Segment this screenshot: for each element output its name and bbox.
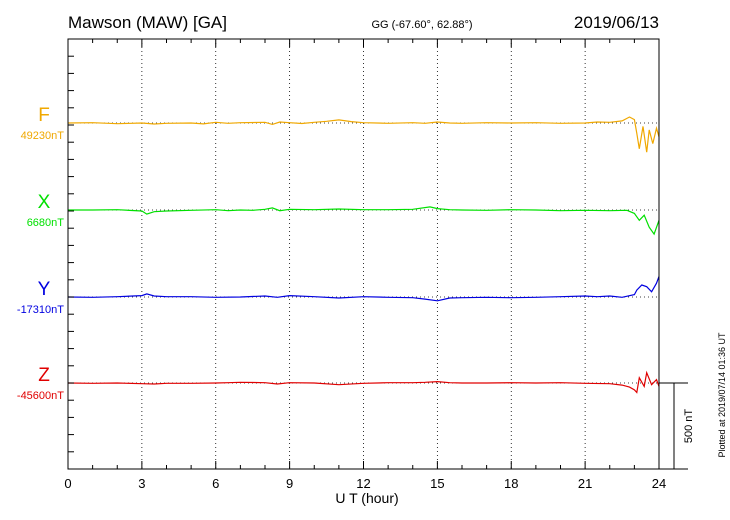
series-traces — [67, 116, 660, 394]
series-name-Y: Y — [38, 279, 51, 300]
series-name-Z: Z — [38, 365, 50, 386]
trace-F — [67, 116, 660, 153]
series-name-F: F — [38, 105, 50, 126]
trace-X — [68, 206, 660, 236]
date-label: 2019/06/13 — [574, 13, 659, 32]
scale-bar: 500 nT — [659, 382, 695, 470]
x-tick-label-15: 15 — [430, 476, 444, 491]
x-tick-label-21: 21 — [578, 476, 592, 491]
scale-bar-label: 500 nT — [683, 409, 695, 444]
x-tick-label-6: 6 — [212, 476, 219, 491]
series-baseline-F: 49230nT — [21, 130, 65, 142]
x-tick-label-24: 24 — [652, 476, 666, 491]
trace-Z — [67, 370, 660, 394]
grid-lines — [68, 39, 659, 469]
x-tick-label-0: 0 — [64, 476, 71, 491]
x-axis-label: U T (hour) — [335, 490, 398, 506]
series-baseline-Y: -17310nT — [17, 304, 64, 316]
series-labels: F 49230nT X 6680nT Y -17310nT Z -45600nT — [17, 105, 64, 402]
x-tick-label-18: 18 — [504, 476, 518, 491]
y-axis-ticks — [68, 38, 74, 470]
plotted-at-note: Plotted at 2019/07/14 01:36 UT — [717, 332, 727, 458]
x-tick-label-9: 9 — [286, 476, 293, 491]
x-tick-label-3: 3 — [138, 476, 145, 491]
station-title: Mawson (MAW) [GA] — [68, 13, 227, 32]
series-name-X: X — [38, 192, 51, 213]
x-tick-label-12: 12 — [356, 476, 370, 491]
x-axis: 0 3 6 9 12 15 18 21 24 — [64, 39, 666, 491]
coordinates-label: GG (-67.60°, 62.88°) — [371, 19, 472, 31]
series-baseline-Z: -45600nT — [17, 390, 64, 402]
series-baseline-X: 6680nT — [27, 217, 65, 229]
trace-Y — [67, 276, 660, 302]
